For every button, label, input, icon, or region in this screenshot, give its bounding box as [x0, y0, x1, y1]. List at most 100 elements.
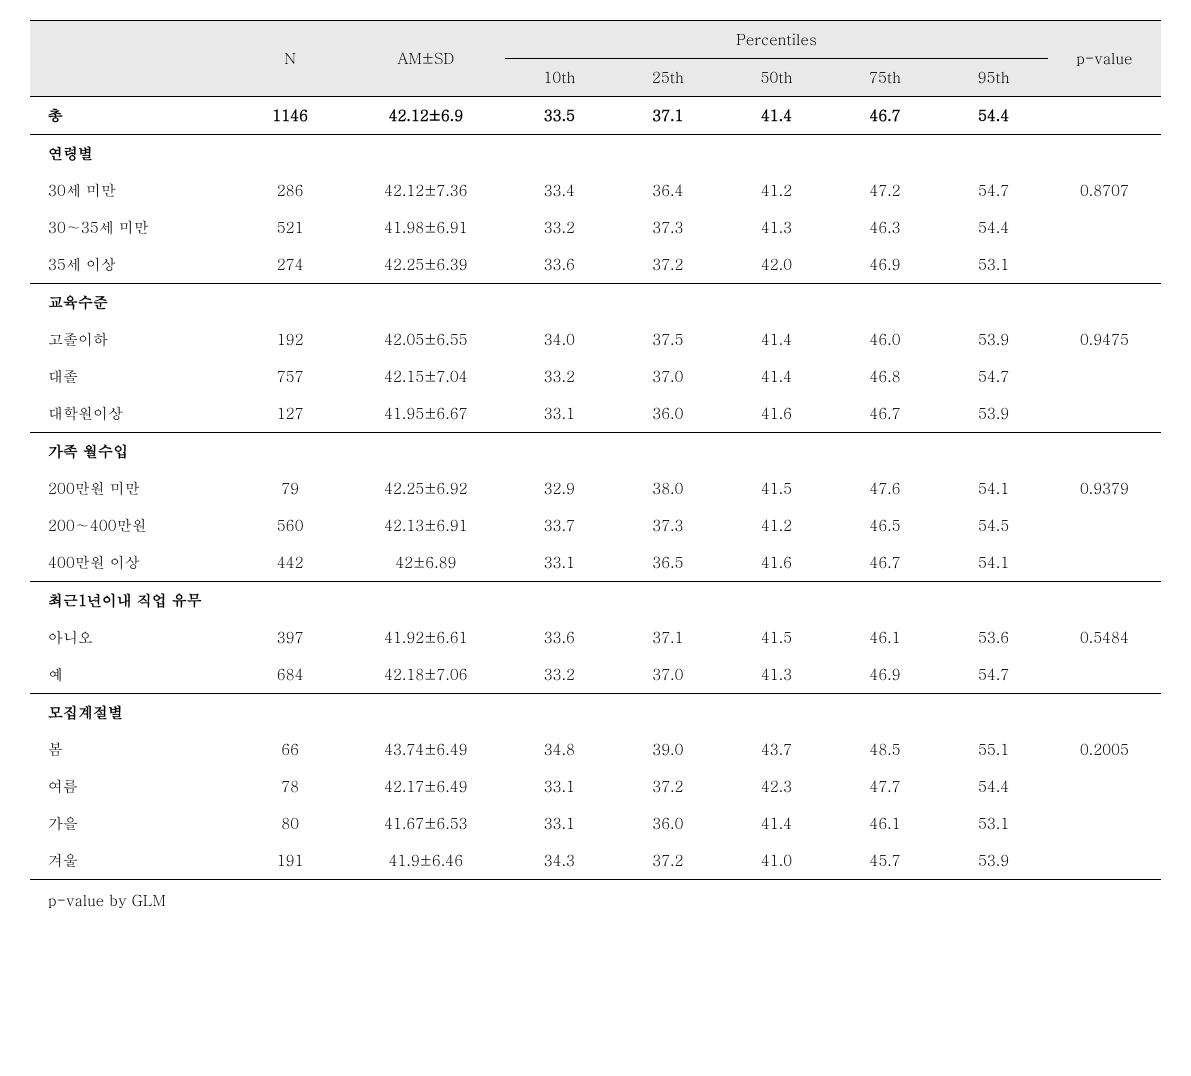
col-header-amsd: AM±SD	[347, 21, 505, 97]
row-label: 고졸이하	[30, 321, 234, 358]
cell-p50: 41.3	[722, 209, 831, 246]
table-row: 200∼400만원56042.13±6.9133.737.341.246.554…	[30, 507, 1161, 544]
cell-pvalue	[1048, 656, 1161, 694]
cell-pvalue	[1048, 246, 1161, 284]
cell-n: 192	[234, 321, 347, 358]
cell-p25: 37.0	[614, 656, 723, 694]
table-row: 35세 이상27442.25±6.3933.637.242.046.953.1	[30, 246, 1161, 284]
table-row: 고졸이하19242.05±6.5534.037.541.446.053.90.9…	[30, 321, 1161, 358]
cell-p25: 39.0	[614, 731, 723, 768]
section-header-row: 최근1년이내 직업 유무	[30, 582, 1161, 620]
cell-amsd: 41.9±6.46	[347, 842, 505, 880]
cell-p25: 36.5	[614, 544, 723, 582]
cell-p10: 33.5	[505, 97, 614, 135]
cell-p50: 43.7	[722, 731, 831, 768]
cell-amsd: 41.98±6.91	[347, 209, 505, 246]
col-header-percentiles: Percentiles	[505, 21, 1048, 59]
cell-p10: 33.4	[505, 172, 614, 209]
row-label: 200∼400만원	[30, 507, 234, 544]
cell-p25: 37.2	[614, 246, 723, 284]
cell-p50: 41.6	[722, 395, 831, 433]
cell-p25: 37.3	[614, 209, 723, 246]
cell-p95: 54.1	[939, 544, 1048, 582]
col-header-p25: 25th	[614, 59, 723, 97]
cell-p25: 36.0	[614, 805, 723, 842]
cell-p75: 46.7	[831, 544, 940, 582]
table-row: 가을8041.67±6.5333.136.041.446.153.1	[30, 805, 1161, 842]
section-title: 교육수준	[30, 284, 1161, 322]
cell-pvalue	[1048, 209, 1161, 246]
cell-p95: 53.9	[939, 842, 1048, 880]
cell-p10: 33.1	[505, 768, 614, 805]
cell-pvalue	[1048, 842, 1161, 880]
cell-p10: 33.2	[505, 209, 614, 246]
table-row: 30∼35세 미만52141.98±6.9133.237.341.346.354…	[30, 209, 1161, 246]
cell-p25: 37.1	[614, 619, 723, 656]
row-label: 봄	[30, 731, 234, 768]
cell-p50: 41.4	[722, 358, 831, 395]
table-row: 총114642.12±6.933.537.141.446.754.4	[30, 97, 1161, 135]
cell-p10: 34.8	[505, 731, 614, 768]
cell-p25: 37.1	[614, 97, 723, 135]
row-label: 총	[30, 97, 234, 135]
table-row: 대졸75742.15±7.0433.237.041.446.854.7	[30, 358, 1161, 395]
section-title: 모집계절별	[30, 694, 1161, 732]
cell-p50: 41.3	[722, 656, 831, 694]
cell-p95: 54.4	[939, 768, 1048, 805]
cell-p50: 42.0	[722, 246, 831, 284]
cell-pvalue	[1048, 805, 1161, 842]
cell-p75: 48.5	[831, 731, 940, 768]
cell-p25: 37.2	[614, 768, 723, 805]
cell-pvalue	[1048, 395, 1161, 433]
cell-n: 79	[234, 470, 347, 507]
cell-p25: 36.0	[614, 395, 723, 433]
cell-p75: 46.1	[831, 619, 940, 656]
cell-amsd: 41.67±6.53	[347, 805, 505, 842]
row-label: 여름	[30, 768, 234, 805]
section-title: 최근1년이내 직업 유무	[30, 582, 1161, 620]
cell-p25: 37.0	[614, 358, 723, 395]
cell-pvalue: 0.2005	[1048, 731, 1161, 768]
row-label: 30∼35세 미만	[30, 209, 234, 246]
table-row: 봄6643.74±6.4934.839.043.748.555.10.2005	[30, 731, 1161, 768]
cell-n: 191	[234, 842, 347, 880]
row-label: 겨울	[30, 842, 234, 880]
cell-p50: 41.0	[722, 842, 831, 880]
col-header-p95: 95th	[939, 59, 1048, 97]
row-label: 35세 이상	[30, 246, 234, 284]
table-row: 예68442.18±7.0633.237.041.346.954.7	[30, 656, 1161, 694]
cell-pvalue	[1048, 768, 1161, 805]
cell-p95: 53.9	[939, 395, 1048, 433]
cell-p75: 46.8	[831, 358, 940, 395]
cell-p10: 34.0	[505, 321, 614, 358]
cell-pvalue: 0.5484	[1048, 619, 1161, 656]
row-label: 가을	[30, 805, 234, 842]
section-title: 연령별	[30, 135, 1161, 173]
col-header-pvalue: p-value	[1048, 21, 1161, 97]
cell-p10: 33.1	[505, 544, 614, 582]
cell-n: 757	[234, 358, 347, 395]
row-label: 대학원이상	[30, 395, 234, 433]
cell-amsd: 42.17±6.49	[347, 768, 505, 805]
cell-n: 560	[234, 507, 347, 544]
col-header-blank	[30, 21, 234, 97]
cell-n: 78	[234, 768, 347, 805]
cell-p75: 47.6	[831, 470, 940, 507]
cell-amsd: 42.05±6.55	[347, 321, 505, 358]
cell-p75: 46.7	[831, 97, 940, 135]
table-footnote: p-value by GLM	[30, 890, 1161, 911]
cell-p50: 41.4	[722, 805, 831, 842]
row-label: 대졸	[30, 358, 234, 395]
cell-amsd: 41.95±6.67	[347, 395, 505, 433]
cell-p95: 54.4	[939, 209, 1048, 246]
table-row: 아니오39741.92±6.6133.637.141.546.153.60.54…	[30, 619, 1161, 656]
cell-n: 80	[234, 805, 347, 842]
cell-pvalue: 0.8707	[1048, 172, 1161, 209]
cell-pvalue	[1048, 358, 1161, 395]
cell-p10: 33.2	[505, 358, 614, 395]
cell-amsd: 41.92±6.61	[347, 619, 505, 656]
stats-table: N AM±SD Percentiles p-value 10th 25th 50…	[30, 20, 1161, 880]
cell-p75: 46.7	[831, 395, 940, 433]
table-row: 겨울19141.9±6.4634.337.241.045.753.9	[30, 842, 1161, 880]
cell-n: 397	[234, 619, 347, 656]
